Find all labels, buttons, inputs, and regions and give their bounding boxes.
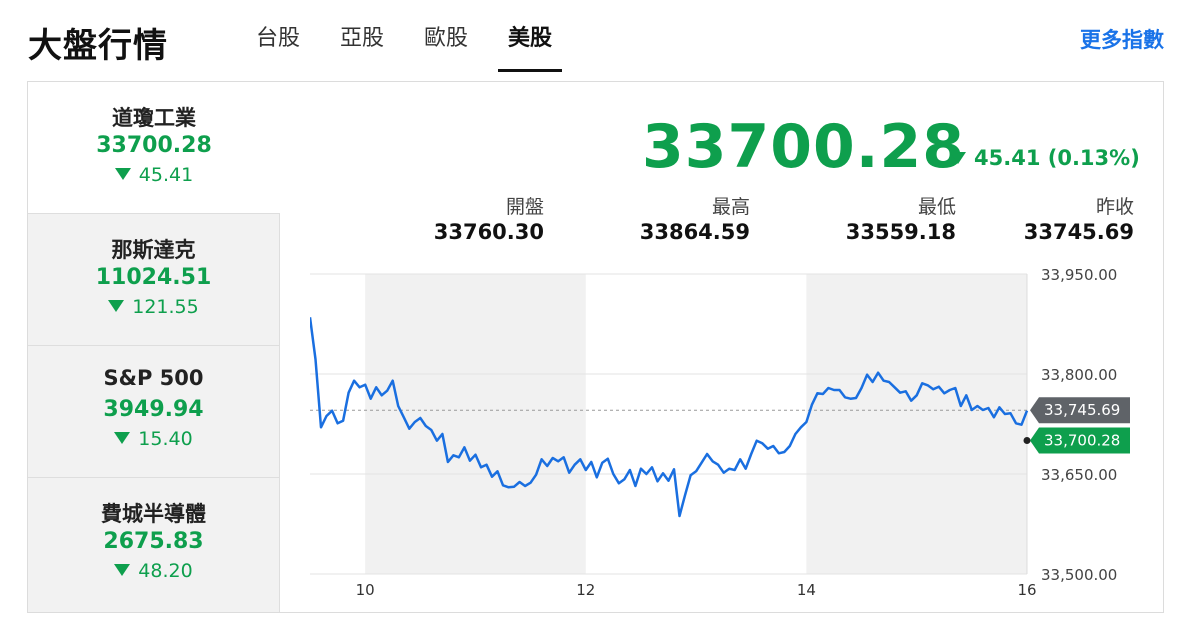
stat-open: 開盤 33760.30 xyxy=(384,192,544,244)
stat-high: 最高 33864.59 xyxy=(590,192,750,244)
index-item-dow[interactable]: 道瓊工業 33700.28 45.41 xyxy=(28,82,280,214)
price-line xyxy=(310,317,1029,518)
index-item-sp500[interactable]: S&P 500 3949.94 15.40 xyxy=(28,346,280,478)
down-arrow-icon xyxy=(114,168,131,180)
stat-label: 昨收 xyxy=(1095,196,1134,218)
page-title: 大盤行情 xyxy=(28,26,168,66)
index-change: 121.55 xyxy=(28,296,279,324)
stat-value: 33745.69 xyxy=(1023,220,1134,244)
index-value: 3949.94 xyxy=(103,397,204,422)
x-tick-label: 10 xyxy=(356,581,375,599)
down-arrow-icon xyxy=(950,152,966,164)
current-price: 33700.28 xyxy=(642,112,966,182)
index-change-value: 15.40 xyxy=(138,428,193,450)
prev-close-tag-bg xyxy=(1030,397,1130,424)
market-tabs: 台股 亞股 歐股 美股 xyxy=(236,24,572,72)
index-change-value: 121.55 xyxy=(132,296,199,318)
price-stats: 開盤 33760.30 最高 33864.59 最低 33559.18 昨收 3… xyxy=(314,192,1134,252)
index-item-nasdaq[interactable]: 那斯達克 11024.51 121.55 xyxy=(28,214,280,346)
index-name: 費城半導體 xyxy=(101,502,206,526)
stat-label: 最低 xyxy=(917,196,956,218)
intraday-chart[interactable]: 33,950.00 33,800.00 33,650.00 33,500.00 10 12… xyxy=(310,262,1164,602)
prev-close-tag: 33,745.69 xyxy=(1044,401,1120,419)
market-card: 道瓊工業 33700.28 45.41 那斯達克 11024.51 121.55… xyxy=(27,81,1164,613)
index-value: 2675.83 xyxy=(103,529,204,554)
stat-label: 最高 xyxy=(711,196,750,218)
index-change: 45.41 xyxy=(28,164,280,192)
price-change-value: 45.41 (0.13%) xyxy=(974,146,1140,170)
stat-label: 開盤 xyxy=(505,196,544,218)
x-tick-label: 12 xyxy=(576,581,595,599)
down-arrow-icon xyxy=(114,564,131,576)
tab-us-stocks[interactable]: 美股 xyxy=(488,24,572,72)
index-change-value: 45.41 xyxy=(138,164,194,186)
index-item-sox[interactable]: 費城半導體 2675.83 48.20 xyxy=(28,478,280,612)
index-value: 33700.28 xyxy=(96,133,212,158)
index-change: 15.40 xyxy=(28,428,279,456)
stat-value: 33760.30 xyxy=(433,220,544,244)
last-price-dot xyxy=(1023,436,1031,444)
last-price-tag-bg xyxy=(1030,427,1130,454)
x-tick-label: 14 xyxy=(797,581,816,599)
x-tick-label: 16 xyxy=(1017,581,1036,599)
down-arrow-icon xyxy=(114,432,131,444)
index-name: 道瓊工業 xyxy=(112,106,196,130)
stat-prev-close: 昨收 33745.69 xyxy=(974,192,1134,244)
y-tick-label: 33,800.00 xyxy=(1041,366,1117,384)
tab-tw-stocks[interactable]: 台股 xyxy=(255,26,300,51)
stat-value: 33559.18 xyxy=(845,220,956,244)
more-indices-link[interactable]: 更多指數 xyxy=(1080,28,1164,52)
tab-asia-stocks[interactable]: 亞股 xyxy=(339,26,384,51)
y-tick-label: 33,500.00 xyxy=(1041,566,1117,584)
y-tick-label: 33,650.00 xyxy=(1041,466,1117,484)
down-arrow-icon xyxy=(108,300,125,312)
chart-shaded-band-0 xyxy=(365,274,586,574)
stat-low: 最低 33559.18 xyxy=(796,192,956,244)
index-name: 那斯達克 xyxy=(111,238,196,262)
price-change: 45.41 (0.13%) xyxy=(950,146,1140,170)
last-price-tag: 33,700.28 xyxy=(1044,431,1120,449)
index-change: 48.20 xyxy=(28,560,279,588)
index-change-value: 48.20 xyxy=(138,560,193,582)
index-list: 道瓊工業 33700.28 45.41 那斯達克 11024.51 121.55… xyxy=(28,82,280,612)
chart-shaded-band-1 xyxy=(806,274,1027,574)
index-value: 11024.51 xyxy=(95,265,212,290)
index-name: S&P 500 xyxy=(103,366,204,390)
tab-europe-stocks[interactable]: 歐股 xyxy=(423,26,468,51)
y-tick-label: 33,950.00 xyxy=(1041,266,1117,284)
stat-value: 33864.59 xyxy=(639,220,750,244)
